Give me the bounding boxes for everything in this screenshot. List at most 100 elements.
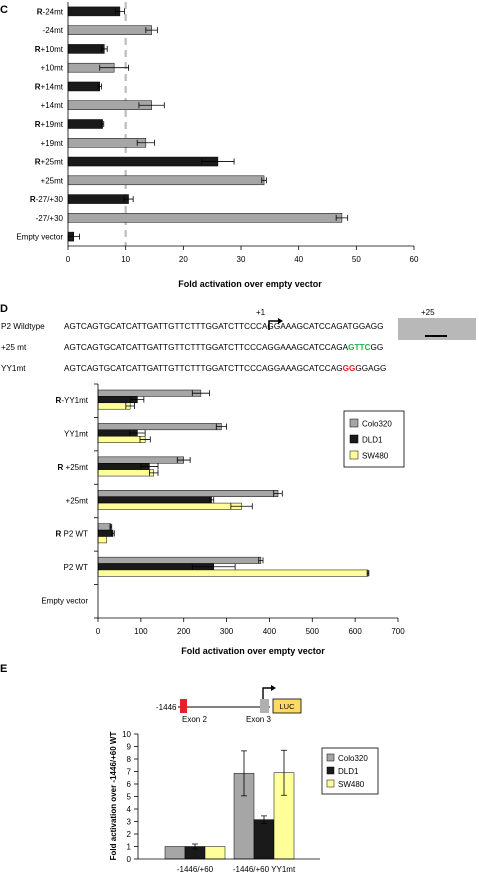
sequence-25mt: AGTCAGTGCATCATTGATTGTTCTTTGGATCTTCCCAGGA…: [64, 343, 383, 352]
error-bar: [129, 430, 146, 437]
x-tick-label: 300: [220, 627, 234, 636]
error-bar: [97, 83, 102, 90]
category-label: -1446/+60: [177, 865, 214, 874]
bar: [97, 523, 112, 531]
y-tick-label: 0: [127, 855, 132, 864]
error-bar: [366, 570, 370, 577]
error-bar: [191, 390, 210, 397]
error-bar: [111, 530, 115, 537]
error-bar: [273, 490, 283, 497]
bar: [67, 44, 105, 54]
sequence-yy1mt-mutation: GG: [342, 364, 356, 373]
bar: [67, 81, 100, 92]
error-bar: [215, 423, 227, 430]
category-label: R+25mt: [35, 158, 64, 167]
error-bar: [101, 45, 108, 52]
construct-start-label: -1446: [156, 703, 177, 712]
bar: [97, 569, 369, 577]
y-tick-label: 7: [127, 768, 132, 777]
category-label: R +25mt: [58, 463, 89, 472]
sequence-yy1mt-suffix: GGAGG: [355, 364, 387, 373]
category-label: +19mt: [41, 139, 64, 148]
bar: [67, 119, 103, 129]
bar: [97, 536, 107, 544]
panel-label-d: D: [0, 303, 8, 315]
construct-diagram: -1446 LUC Exon 2 Exon 3: [156, 685, 302, 724]
legend-swatch: [326, 766, 335, 775]
x-tick-label: 60: [410, 255, 419, 264]
panel-e-ylabel: Fold activation over -1446/+60 WT: [109, 732, 118, 861]
error-bar: [261, 815, 267, 824]
x-tick-label: 30: [237, 255, 246, 264]
legend-swatch: [349, 418, 359, 428]
error-bar: [149, 469, 159, 476]
x-tick-label: 10: [121, 255, 130, 264]
sequence-25mt-suffix: GG: [370, 343, 384, 352]
bar: [67, 194, 129, 204]
bar: [67, 138, 147, 148]
y-tick-label: 4: [127, 805, 132, 814]
panel-d-xlabel: Fold activation over empty vector: [181, 646, 325, 656]
category-label: P2 WT: [64, 563, 89, 572]
bar: [97, 435, 146, 443]
x-tick-label: 40: [294, 255, 303, 264]
bar: [164, 846, 186, 860]
category-label: R+14mt: [35, 82, 64, 91]
error-bar: [99, 64, 129, 71]
x-tick-label: 400: [263, 627, 277, 636]
error-bar: [138, 102, 165, 109]
error-bar: [145, 27, 158, 34]
category-label: R-24mt: [37, 7, 64, 16]
bar: [67, 213, 343, 223]
legend-label: SW480: [338, 780, 365, 789]
category-label: +14mt: [41, 101, 64, 110]
y-tick-label: 9: [127, 743, 132, 752]
bar: [97, 502, 242, 510]
category-label: R P2 WT: [56, 530, 89, 539]
error-bar: [191, 563, 236, 570]
error-bar: [176, 457, 191, 464]
panel-d-chart: R-YY1mt YY1mt R +25mt +25mt R P2 WT P2 WT Empt…: [41, 383, 405, 636]
x-tick-label: 0: [96, 627, 101, 636]
category-label: YY1mt: [64, 429, 89, 438]
category-label: +25mt: [41, 176, 64, 185]
category-label: R-YY1mt: [56, 396, 89, 405]
y-tick-label: 8: [127, 755, 132, 764]
category-label: Empty vector: [41, 597, 88, 606]
y-tick-label: 10: [122, 730, 131, 739]
error-bar: [114, 8, 125, 15]
panel-e-chart: 0 1 2 3 4 5 6 7 8 9 10 -1446/+60 -1446/+60 YY1mt Colo…: [122, 730, 379, 874]
x-tick-label: 200: [177, 627, 191, 636]
error-bar: [130, 396, 145, 403]
x-tick-label: 20: [179, 255, 188, 264]
sequence-yy1mt-prefix: AGTCAGTGCATCATTGATTGTTCTTTGGATCTTCCCAGGA…: [64, 364, 343, 373]
sequence-25mt-mutation: GTTC: [348, 343, 371, 352]
category-label: R-27/+30: [30, 195, 64, 204]
error-bar: [281, 749, 287, 796]
sequence-wildtype: AGTCAGTGCATCATTGATTGTTCTTTGGATCTTCCCAGGA…: [64, 322, 384, 331]
panel-label-e: E: [0, 663, 7, 675]
bar: [97, 490, 279, 497]
x-tick-label: 50: [352, 255, 361, 264]
sequence-label-25mt: +25 mt: [1, 343, 27, 352]
legend-swatch: [326, 779, 335, 788]
error-bar: [192, 843, 198, 850]
x-tick-label: 700: [391, 627, 405, 636]
bar: [67, 156, 219, 167]
legend-label: Colo320: [362, 420, 392, 429]
legend-label: SW480: [362, 452, 389, 461]
error-bar: [123, 196, 134, 203]
category-label: -27/+30: [36, 214, 64, 223]
sequence-25mt-prefix: AGTCAGTGCATCATTGATTGTTCTTTGGATCTTCCCAGGA…: [64, 343, 349, 352]
exon2-label: Exon 2: [182, 715, 207, 724]
error-bar: [201, 158, 235, 165]
bar: [67, 175, 265, 186]
legend-swatch: [349, 434, 359, 444]
category-label: R+19mt: [35, 120, 64, 129]
category-label: -24mt: [43, 26, 64, 35]
sequence-yy1mt: AGTCAGTGCATCATTGATTGTTCTTTGGATCTTCCCAGGA…: [64, 364, 386, 373]
panel-label-c: C: [0, 4, 8, 16]
panel-c-chart: R-24mt -24mt R+10mt +10mt R+14mt +14mt R+19mt +…: [16, 2, 419, 264]
legend-label: Colo320: [338, 754, 368, 763]
category-label: -1446/+60 YY1mt: [233, 865, 296, 874]
